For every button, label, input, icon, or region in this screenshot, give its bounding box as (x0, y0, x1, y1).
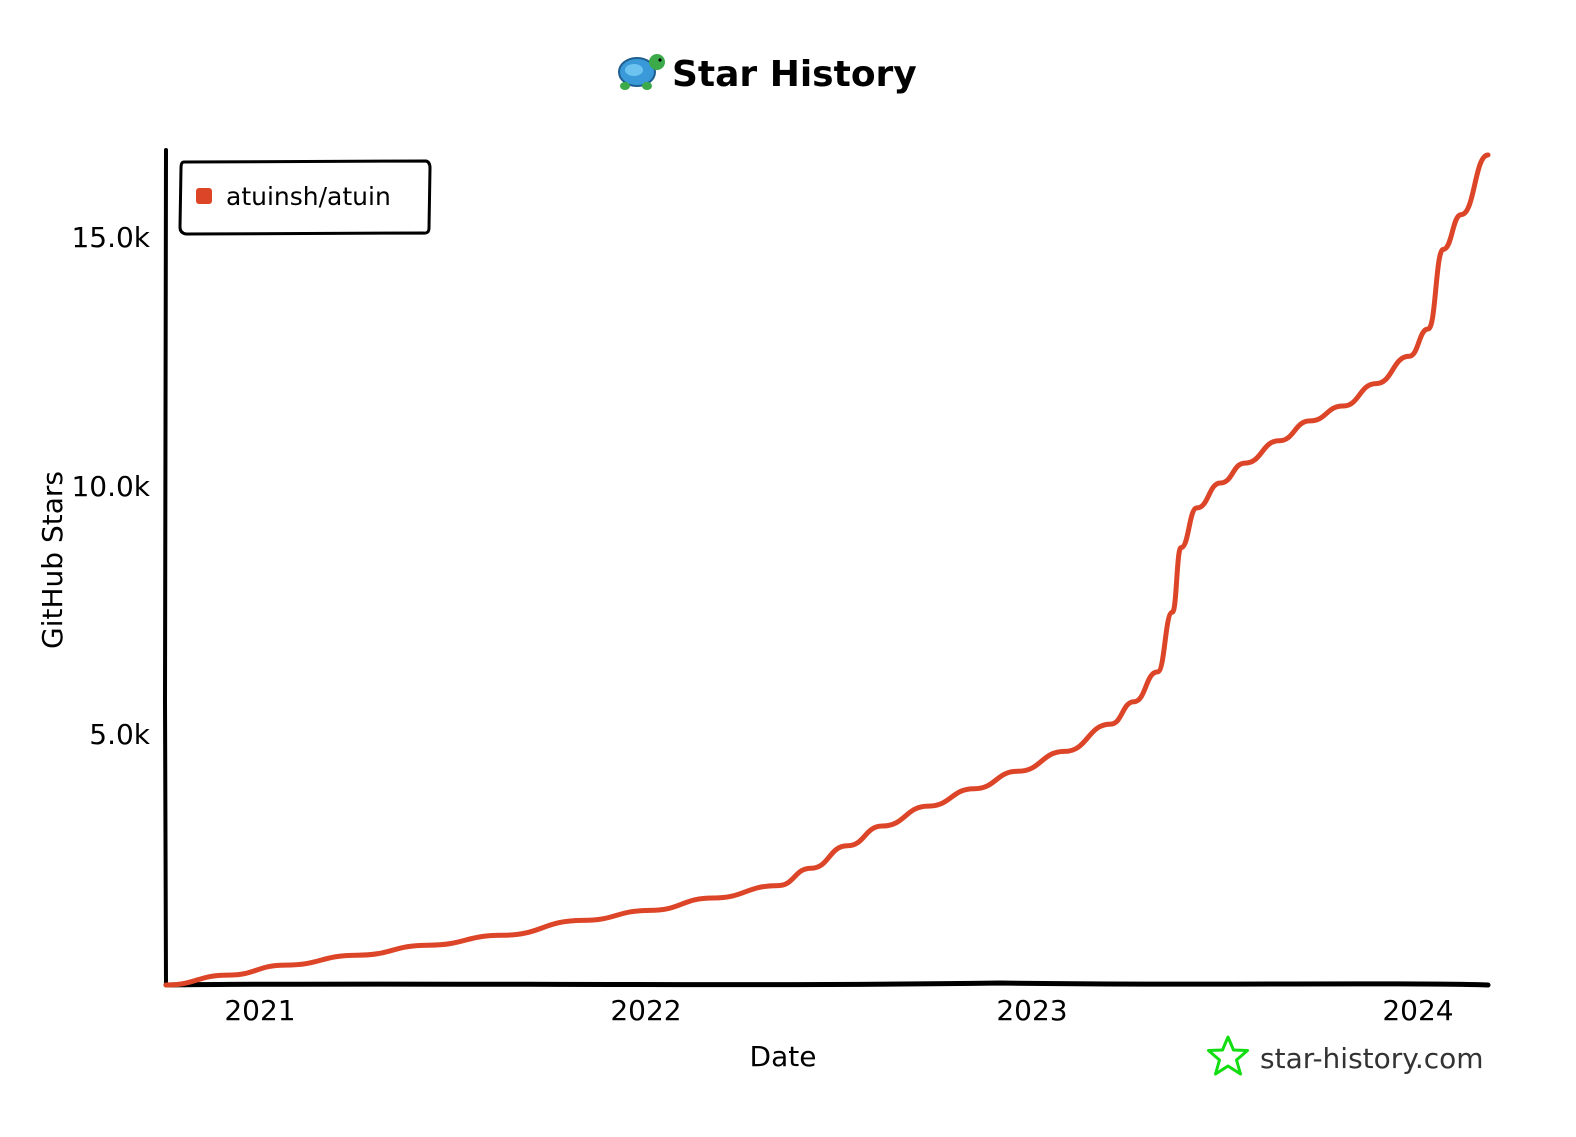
y-tick-label: 10.0k (71, 470, 150, 503)
legend: atuinsh/atuin (178, 159, 432, 236)
legend-label: atuinsh/atuin (226, 182, 391, 211)
x-tick-label: 2024 (1382, 994, 1453, 1027)
star-icon (1207, 1035, 1249, 1076)
y-tick-label: 5.0k (89, 718, 151, 751)
chart-title-group: Star History (618, 54, 917, 95)
x-axis-ticks: 2021 2022 2023 2024 (224, 994, 1453, 1027)
turtle-icon (618, 54, 665, 90)
x-axis-line (163, 980, 1491, 988)
chart-title: Star History (672, 54, 917, 95)
y-axis-title: GitHub Stars (36, 471, 69, 649)
y-axis-line (162, 148, 168, 987)
y-tick-label: 15.0k (71, 221, 150, 254)
x-tick-label: 2023 (996, 994, 1067, 1027)
series-points (165, 154, 1489, 986)
x-axis-title: Date (750, 1040, 817, 1073)
y-axis-ticks: 5.0k 10.0k 15.0k (71, 221, 150, 751)
x-tick-label: 2022 (610, 994, 681, 1027)
legend-box (178, 159, 432, 236)
credit-link[interactable]: star-history.com (1260, 1042, 1484, 1075)
x-tick-label: 2021 (224, 994, 295, 1027)
credit[interactable]: star-history.com (1207, 1035, 1484, 1076)
series-line-atuinsh-atuin (163, 152, 1491, 988)
legend-swatch (196, 188, 212, 204)
